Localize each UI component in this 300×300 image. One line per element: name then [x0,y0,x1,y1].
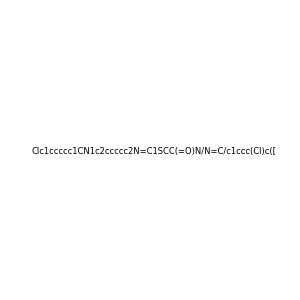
Text: Clc1ccccc1CN1c2ccccc2N=C1SCC(=O)N/N=C/c1ccc(Cl)c([: Clc1ccccc1CN1c2ccccc2N=C1SCC(=O)N/N=C/c1… [31,147,276,156]
